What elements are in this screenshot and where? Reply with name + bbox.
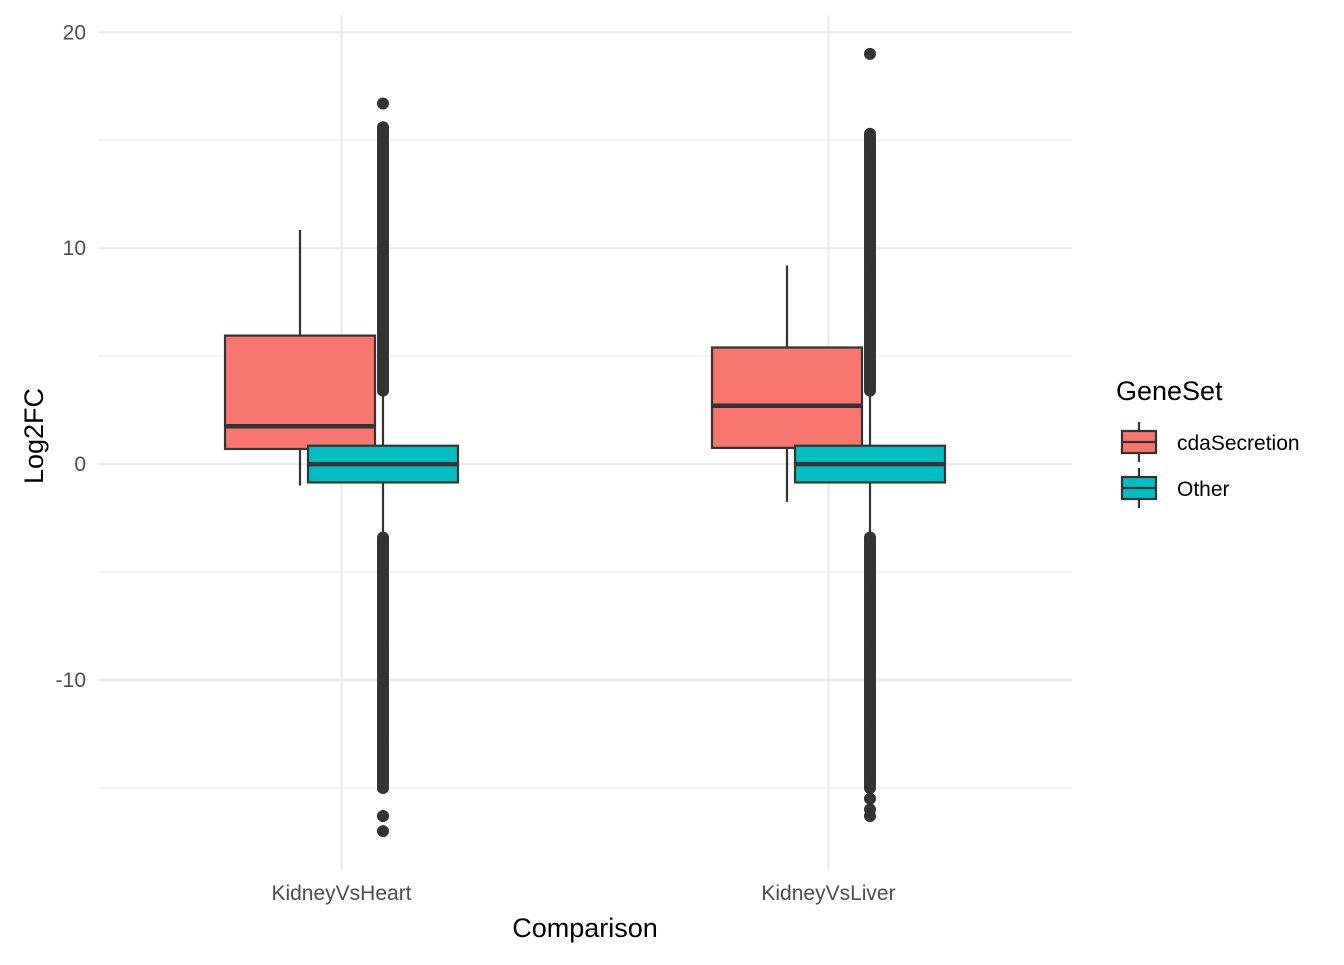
legend-label: cdaSecretion — [1177, 432, 1300, 455]
outlier-point — [864, 810, 876, 823]
outlier-point — [864, 127, 876, 140]
legend-label: Other — [1177, 478, 1230, 501]
legend: GeneSet cdaSecretion Other — [1116, 376, 1300, 508]
outlier-point — [864, 531, 876, 544]
box-cdaSecretion-KidneyVsHeart — [223, 229, 377, 486]
x-axis-title: Comparison — [512, 913, 658, 943]
legend-key-cdaSecretion — [1120, 422, 1158, 462]
legend-title: GeneSet — [1116, 376, 1223, 406]
y-tick-label: 10 — [63, 237, 86, 260]
outlier-point — [864, 47, 876, 60]
legend-key-Other — [1120, 468, 1158, 508]
y-axis-title: Log2FC — [19, 388, 49, 484]
outlier-point — [377, 97, 389, 110]
x-tick-label: KidneyVsHeart — [271, 882, 411, 905]
y-tick-label: 20 — [63, 21, 86, 44]
outlier-point — [377, 121, 389, 134]
box-Other-KidneyVsLiver — [793, 47, 947, 823]
box-iqr — [710, 346, 864, 449]
outlier-point — [377, 531, 389, 544]
box-iqr — [223, 334, 377, 451]
x-tick-label: KidneyVsLiver — [761, 882, 895, 905]
outlier-point — [864, 792, 876, 805]
box-cdaSecretion-KidneyVsLiver — [710, 265, 864, 502]
y-tick-label: 0 — [74, 453, 86, 476]
box-layer — [223, 47, 947, 838]
box-Other-KidneyVsHeart — [306, 97, 460, 838]
outlier-point — [377, 825, 389, 838]
outlier-point — [377, 810, 389, 823]
axis-layer: -10 0 10 20 KidneyVsHeart KidneyVsLiver — [56, 21, 896, 905]
y-tick-label: -10 — [56, 669, 86, 692]
